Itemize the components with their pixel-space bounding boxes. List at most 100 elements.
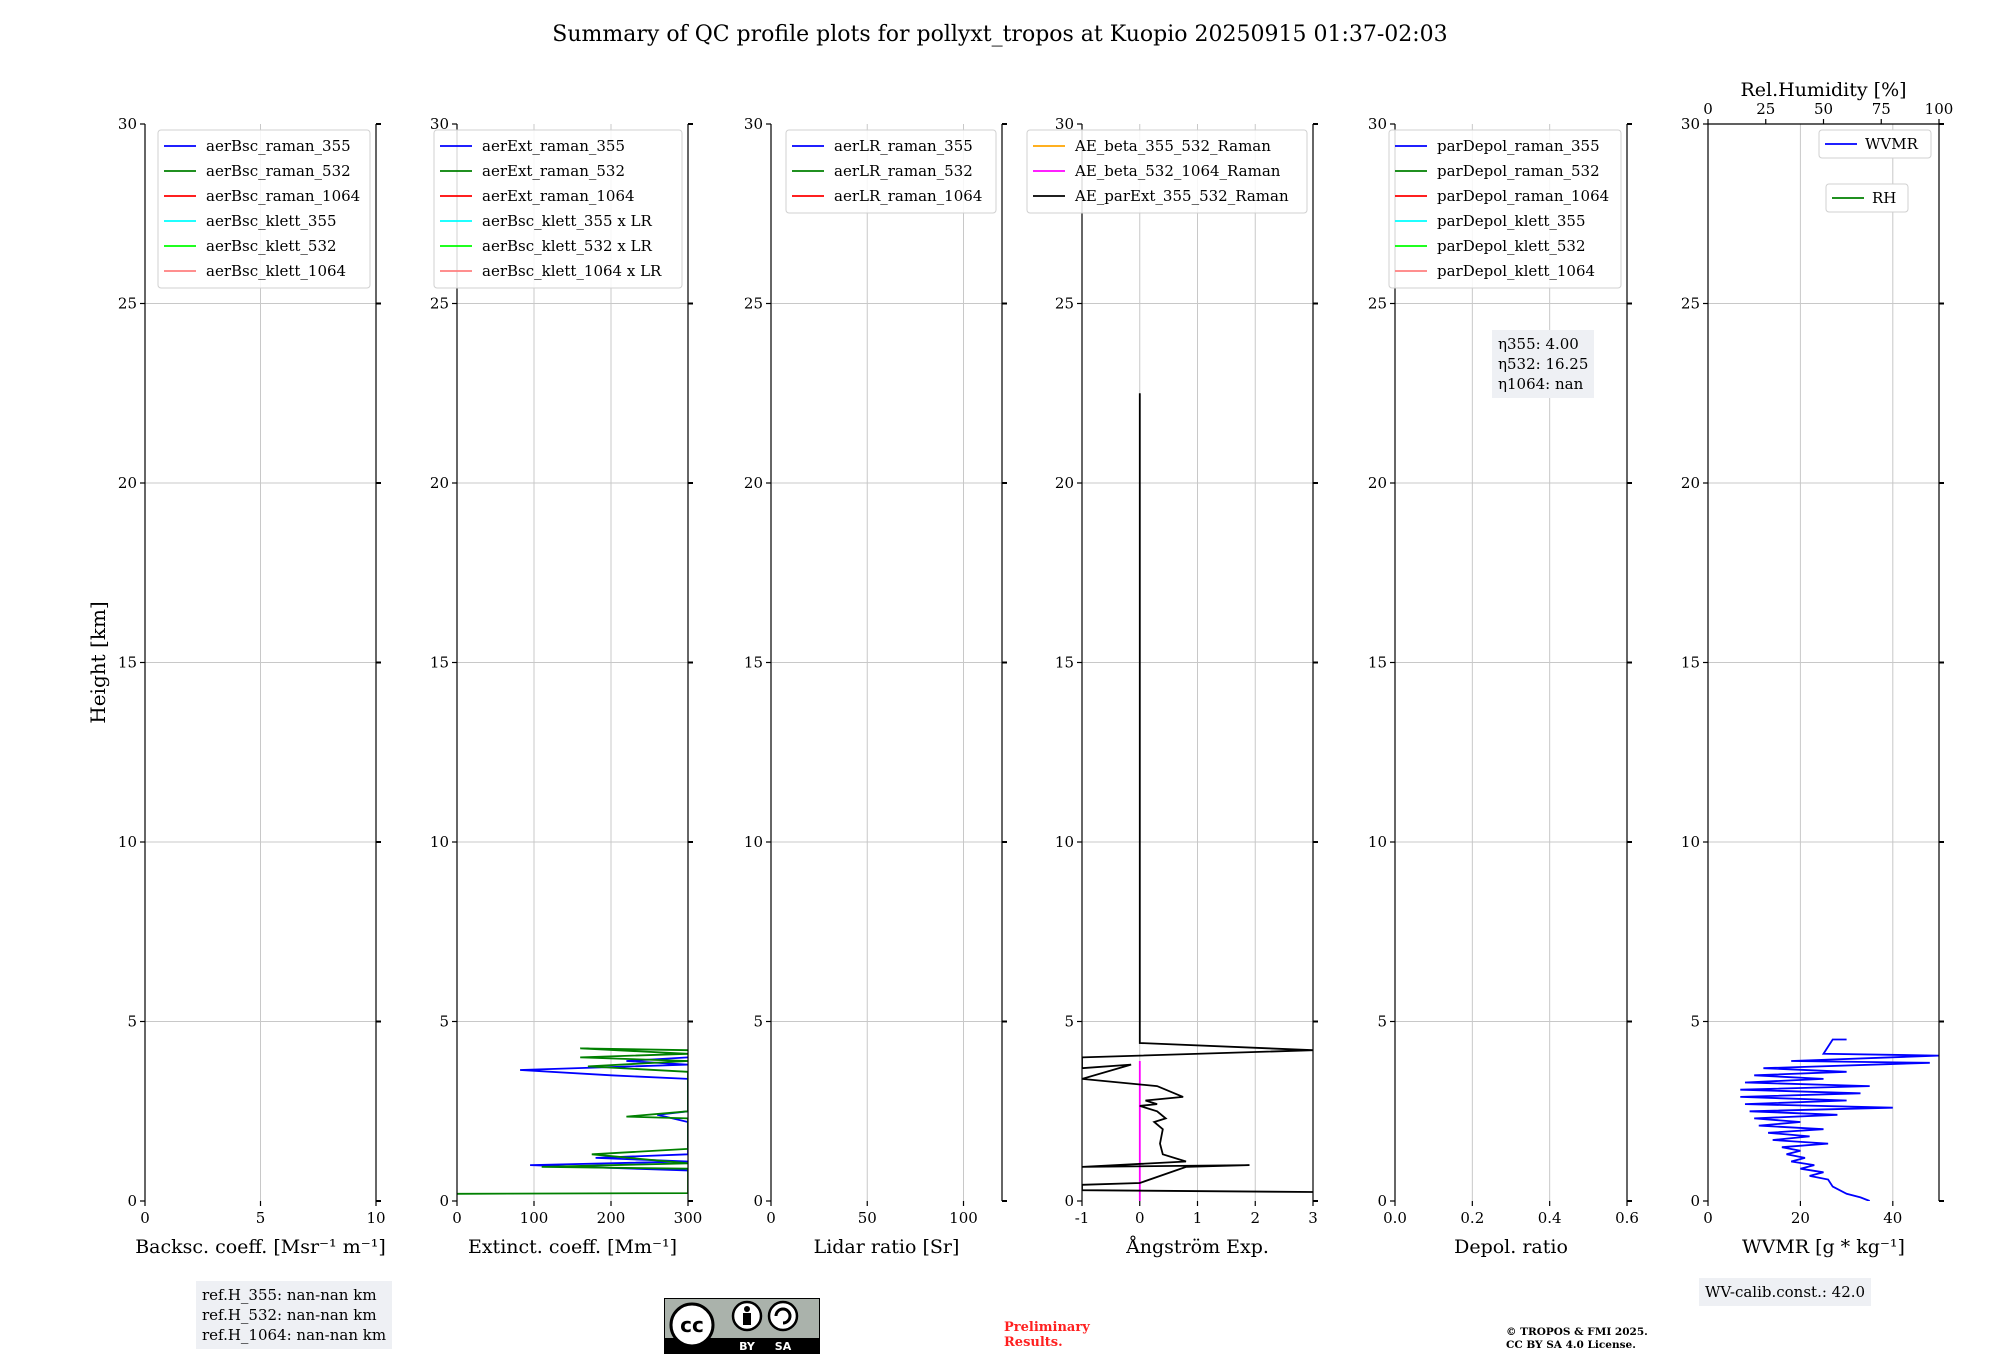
- x-tick-label: 0: [140, 1209, 150, 1227]
- x-tick-label: 10: [366, 1209, 385, 1227]
- y-tick-label: 20: [1368, 474, 1387, 492]
- legend-label: WVMR: [1865, 135, 1919, 153]
- y-tick-label: 30: [744, 115, 763, 133]
- x2-axis-label: Rel.Humidity [%]: [1740, 79, 1906, 101]
- x-tick-label: 3: [1308, 1209, 1318, 1227]
- x-tick-label: 100: [949, 1209, 978, 1227]
- x2-tick-label: 100: [1925, 100, 1954, 118]
- legend-label: parDepol_raman_532: [1437, 162, 1600, 180]
- x2-tick-label: 50: [1814, 100, 1833, 118]
- legend-frame: [1818, 129, 1932, 159]
- legend-label: parDepol_klett_355: [1437, 212, 1586, 230]
- legend-label: parDepol_klett_532: [1437, 237, 1586, 255]
- legend: aerExt_raman_355 aerExt_raman_532 aerExt_r…: [433, 129, 683, 289]
- y-tick-label: 25: [430, 295, 449, 313]
- x-axis-label: Ångström Exp.: [1125, 1236, 1269, 1258]
- y-tick-label: 10: [1681, 833, 1700, 851]
- preliminary-results-note: Preliminary Results.: [1004, 1320, 1090, 1350]
- y-axis-label: Height [km]: [86, 601, 110, 723]
- y-tick-label: 30: [1368, 115, 1387, 133]
- x-tick-label: -1: [1075, 1209, 1090, 1227]
- preliminary-line-1: Preliminary: [1004, 1320, 1090, 1335]
- legend-wvmr: WVMR: [1818, 129, 1932, 159]
- y-tick-label: 25: [744, 295, 763, 313]
- reference-height-box: ref.H_355: nan-nan km ref.H_532: nan-nan…: [196, 1281, 393, 1349]
- x-tick-label: 0.0: [1383, 1209, 1407, 1227]
- legend-label: aerLR_raman_532: [834, 162, 973, 180]
- wv-calib-text: WV-calib.const.: 42.0: [1705, 1283, 1866, 1301]
- y-tick-label: 15: [744, 654, 763, 672]
- y-tick-label: 30: [118, 115, 137, 133]
- ref-h-355: ref.H_355: nan-nan km: [202, 1286, 377, 1304]
- eta-1064: η1064: nan: [1498, 375, 1584, 393]
- legend-label: aerBsc_klett_355: [206, 212, 337, 230]
- preliminary-line-2: Results.: [1004, 1335, 1063, 1350]
- legend-label: parDepol_klett_1064: [1437, 262, 1595, 280]
- legend-label: aerBsc_raman_355: [206, 137, 351, 155]
- legend-frame: [785, 129, 997, 214]
- y-tick-label: 5: [753, 1013, 763, 1031]
- copyright-line-2: CC BY SA 4.0 License.: [1506, 1339, 1636, 1351]
- series-line-ae-parext-355-532-raman: [1082, 393, 1313, 1193]
- legend-label: aerBsc_raman_1064: [206, 187, 360, 205]
- panel-depol: 0 5 10 15 20 25 30 0.0 0.2 0.4 0.6 Depol. ratio parD…: [1368, 115, 1639, 1258]
- x-axis-label: Extinct. coeff. [Mm⁻¹]: [468, 1236, 677, 1258]
- legend: parDepol_raman_355 parDepol_raman_532 parD…: [1388, 129, 1622, 289]
- y-tick-label: 0: [127, 1192, 137, 1210]
- legend-rh: RH: [1825, 183, 1909, 213]
- x-tick-label: 40: [1883, 1209, 1902, 1227]
- legend-label: parDepol_raman_1064: [1437, 187, 1609, 205]
- y-tick-label: 5: [1690, 1013, 1700, 1031]
- y-tick-label: 10: [744, 833, 763, 851]
- legend-label: aerBsc_klett_1064 x LR: [482, 262, 662, 280]
- x-tick-label: 2: [1250, 1209, 1260, 1227]
- legend: AE_beta_355_532_Raman AE_beta_532_1064_Ra…: [1026, 129, 1308, 214]
- y-tick-label: 5: [127, 1013, 137, 1031]
- y-tick-label: 20: [1681, 474, 1700, 492]
- eta-532: η532: 16.25: [1498, 355, 1589, 373]
- sa-share-alike-icon: [767, 1300, 799, 1332]
- y-tick-label: 5: [439, 1013, 449, 1031]
- y-tick-label: 30: [430, 115, 449, 133]
- series-line-wvmr: [1740, 1038, 1939, 1201]
- x-tick-label: 0.4: [1538, 1209, 1562, 1227]
- y-tick-label: 5: [1064, 1013, 1074, 1031]
- y-tick-label: 20: [744, 474, 763, 492]
- x-tick-label: 0: [1703, 1209, 1713, 1227]
- y-tick-label: 15: [1055, 654, 1074, 672]
- legend-label: aerBsc_klett_532: [206, 237, 337, 255]
- y-tick-label: 10: [1368, 833, 1387, 851]
- y-tick-label: 0: [1064, 1192, 1074, 1210]
- cc-license-badge[interactable]: cc BY SA: [664, 1298, 820, 1354]
- y-tick-label: 25: [118, 295, 137, 313]
- x-tick-label: 0: [1135, 1209, 1145, 1227]
- cc-icon: [669, 1302, 715, 1348]
- by-label: BY: [739, 1340, 756, 1353]
- eta-355: η355: 4.00: [1498, 335, 1579, 353]
- x-tick-label: 0.6: [1615, 1209, 1639, 1227]
- copyright-line-1: © TROPOS & FMI 2025.: [1506, 1326, 1648, 1338]
- x-tick-label: 5: [256, 1209, 266, 1227]
- legend-frame: [1825, 183, 1909, 213]
- x2-tick-label: 25: [1756, 100, 1775, 118]
- y-tick-label: 10: [430, 833, 449, 851]
- y-tick-label: 30: [1055, 115, 1074, 133]
- x-tick-label: 0.2: [1460, 1209, 1484, 1227]
- y-tick-label: 30: [1681, 115, 1700, 133]
- y-tick-label: 15: [118, 654, 137, 672]
- legend-label: aerBsc_klett_355 x LR: [482, 212, 653, 230]
- y-tick-label: 0: [1690, 1192, 1700, 1210]
- y-tick-label: 20: [118, 474, 137, 492]
- x-tick-label: 200: [597, 1209, 626, 1227]
- y-tick-label: 25: [1368, 295, 1387, 313]
- x-tick-label: 300: [674, 1209, 703, 1227]
- x-axis-label: Depol. ratio: [1454, 1236, 1568, 1258]
- legend-label: parDepol_raman_355: [1437, 137, 1600, 155]
- x-axis-label: Backsc. coeff. [Msr⁻¹ m⁻¹]: [135, 1236, 386, 1258]
- x-tick-label: 0: [452, 1209, 462, 1227]
- panel-lr: 0 5 10 15 20 25 30 0 50 100 Lidar ratio [Sr] aerLR_…: [744, 115, 1007, 1258]
- legend-label: aerExt_raman_532: [482, 162, 625, 180]
